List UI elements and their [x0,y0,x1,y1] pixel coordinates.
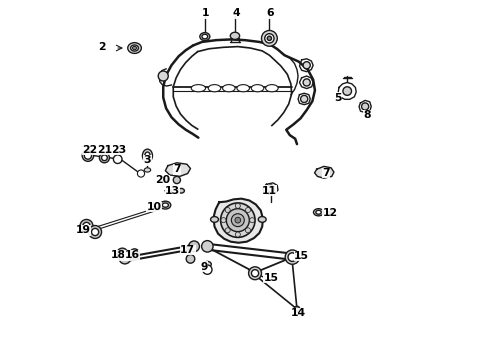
Circle shape [288,253,296,261]
Circle shape [231,214,245,226]
Circle shape [235,232,240,237]
Text: 5: 5 [335,93,342,103]
Ellipse shape [266,85,278,92]
Ellipse shape [132,46,137,50]
Ellipse shape [144,168,151,172]
Circle shape [251,270,259,277]
Ellipse shape [222,85,235,92]
Circle shape [235,203,240,208]
Circle shape [225,228,230,233]
Text: 1: 1 [202,8,209,18]
Circle shape [294,306,300,312]
Circle shape [235,217,241,223]
Circle shape [137,170,145,177]
Text: 6: 6 [266,8,274,18]
Text: 7: 7 [173,164,181,174]
Circle shape [99,153,109,163]
Text: 19: 19 [75,225,91,235]
Text: 23: 23 [111,144,126,154]
Circle shape [132,251,137,256]
Circle shape [173,176,180,184]
Text: 7: 7 [322,168,329,178]
Text: 10: 10 [147,202,161,212]
Text: 20: 20 [155,175,170,185]
Circle shape [84,152,92,159]
Circle shape [203,265,212,274]
Ellipse shape [208,85,221,92]
Polygon shape [166,163,191,176]
Ellipse shape [187,245,194,250]
Ellipse shape [203,261,211,267]
Circle shape [303,62,310,69]
Circle shape [300,95,308,103]
Circle shape [267,185,274,192]
Ellipse shape [316,210,321,214]
Circle shape [186,255,195,263]
Circle shape [343,87,351,95]
Circle shape [245,228,250,233]
Circle shape [83,222,90,229]
Text: 15: 15 [294,251,309,261]
Ellipse shape [128,42,141,53]
Ellipse shape [211,217,219,222]
Circle shape [158,71,168,81]
Polygon shape [315,166,334,178]
Text: 18: 18 [111,250,126,260]
Circle shape [245,207,250,212]
Ellipse shape [314,209,323,216]
Circle shape [362,103,368,110]
Ellipse shape [178,188,184,193]
Circle shape [92,228,98,235]
Ellipse shape [237,85,249,92]
Text: 22: 22 [82,144,98,154]
Text: 3: 3 [144,155,151,165]
Circle shape [101,155,107,161]
Text: 21: 21 [98,144,113,154]
Circle shape [130,249,139,258]
Circle shape [220,203,255,237]
Circle shape [265,34,274,43]
Circle shape [250,218,255,223]
Ellipse shape [202,34,208,39]
Ellipse shape [251,85,264,92]
Text: 17: 17 [180,245,195,255]
Circle shape [248,267,262,280]
Text: 12: 12 [323,208,338,218]
Text: 2: 2 [98,42,105,52]
Circle shape [113,155,122,163]
Ellipse shape [230,32,240,40]
Circle shape [120,251,125,256]
Circle shape [89,226,101,238]
Polygon shape [214,199,263,243]
Text: 11: 11 [262,186,277,196]
Circle shape [82,150,94,161]
Text: 9: 9 [200,262,207,272]
Circle shape [267,36,271,41]
Ellipse shape [131,45,139,51]
Ellipse shape [145,152,150,159]
Text: 8: 8 [363,111,370,121]
Circle shape [226,209,249,231]
Circle shape [80,220,93,232]
Ellipse shape [200,33,210,41]
Text: 13: 13 [165,186,180,197]
Circle shape [117,248,128,259]
Ellipse shape [258,217,266,222]
Circle shape [285,250,299,264]
Circle shape [221,218,226,223]
Circle shape [189,241,199,252]
Ellipse shape [162,203,169,207]
Ellipse shape [191,85,205,92]
Circle shape [119,252,131,264]
Ellipse shape [143,149,152,162]
Circle shape [225,207,230,212]
Circle shape [303,79,310,86]
Text: 4: 4 [232,8,240,18]
Text: 14: 14 [291,309,306,318]
Text: 15: 15 [263,273,278,283]
Text: 16: 16 [124,250,140,260]
Circle shape [201,240,213,252]
Ellipse shape [160,201,171,209]
Circle shape [262,31,277,46]
